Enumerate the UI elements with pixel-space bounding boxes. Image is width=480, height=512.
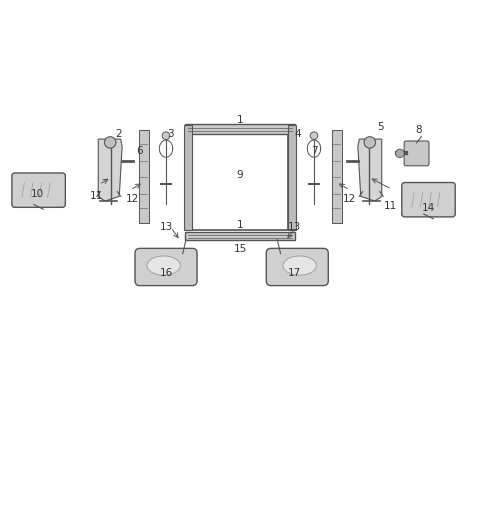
Bar <box>288 125 296 230</box>
Circle shape <box>105 137 116 148</box>
Circle shape <box>364 137 375 148</box>
Circle shape <box>310 132 318 140</box>
Bar <box>185 231 295 240</box>
FancyBboxPatch shape <box>404 141 429 166</box>
Circle shape <box>396 149 404 158</box>
Text: 10: 10 <box>31 189 44 199</box>
Text: 14: 14 <box>422 203 435 214</box>
Text: 4: 4 <box>294 130 300 139</box>
Ellipse shape <box>283 256 316 275</box>
Text: 15: 15 <box>233 244 247 254</box>
Text: 2: 2 <box>115 130 121 139</box>
Circle shape <box>162 132 170 140</box>
Bar <box>185 124 295 134</box>
Text: 1: 1 <box>237 115 243 125</box>
FancyBboxPatch shape <box>135 248 197 286</box>
Text: 12: 12 <box>126 194 139 204</box>
Polygon shape <box>358 139 382 201</box>
Text: 9: 9 <box>237 170 243 180</box>
Text: 17: 17 <box>288 268 301 278</box>
FancyBboxPatch shape <box>12 173 65 207</box>
Text: 8: 8 <box>416 124 422 135</box>
Text: 3: 3 <box>168 130 174 139</box>
Text: 6: 6 <box>136 146 143 156</box>
Text: 11: 11 <box>384 201 397 211</box>
Ellipse shape <box>147 256 180 275</box>
Text: 13: 13 <box>159 222 173 232</box>
Text: 5: 5 <box>377 122 384 132</box>
Text: 11: 11 <box>90 191 104 201</box>
Text: 13: 13 <box>288 222 301 232</box>
Bar <box>139 130 149 223</box>
Text: 12: 12 <box>343 194 356 204</box>
Text: 16: 16 <box>159 268 173 278</box>
Polygon shape <box>98 139 122 201</box>
Text: 1: 1 <box>237 220 243 230</box>
Bar <box>192 134 288 230</box>
FancyBboxPatch shape <box>402 182 455 217</box>
Bar <box>184 125 192 230</box>
FancyBboxPatch shape <box>266 248 328 286</box>
Bar <box>332 130 342 223</box>
Text: 7: 7 <box>311 146 317 156</box>
